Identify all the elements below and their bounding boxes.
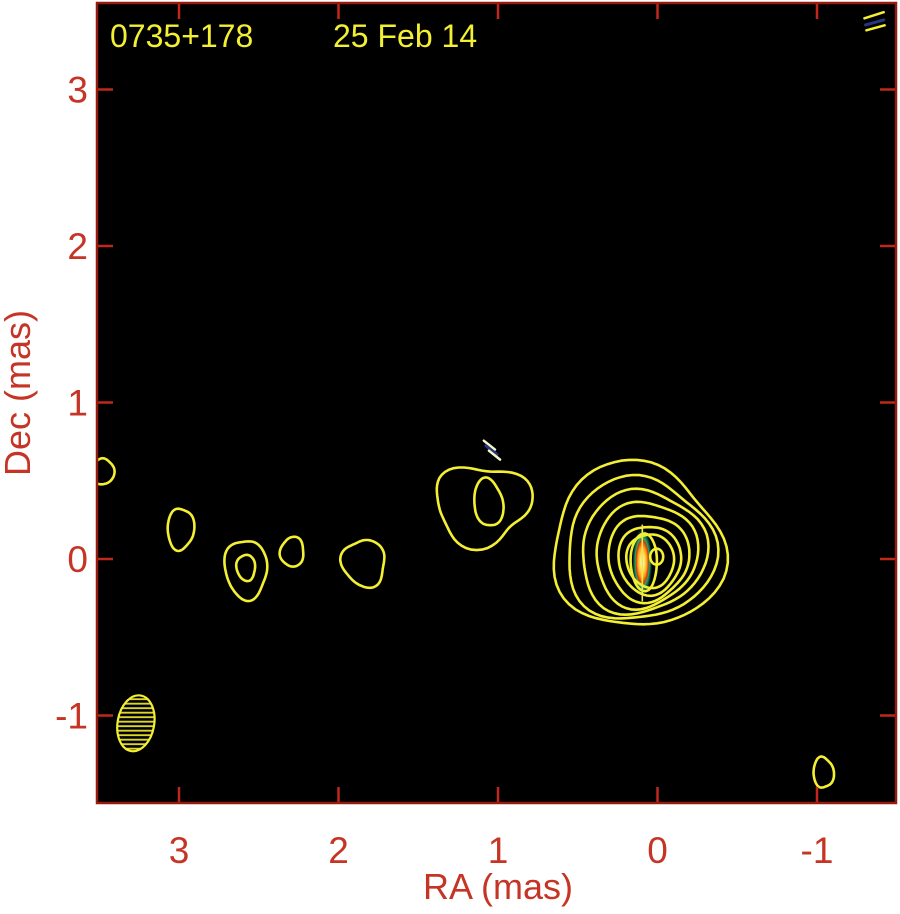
jet-comp-5-outer xyxy=(435,466,534,552)
obs-date-label: 25 Feb 14 xyxy=(333,18,477,54)
beam-layer xyxy=(116,694,156,753)
axis-ticks-layer: 3 2 1 0 -1 3 2 1 0 -1 xyxy=(55,3,896,871)
pol-dash xyxy=(484,444,499,457)
plot-frame xyxy=(95,1,898,805)
jet-comp-3 xyxy=(278,535,305,568)
x-tick-label: 3 xyxy=(169,830,190,871)
contours-layer xyxy=(97,456,836,789)
x-tick-label: 1 xyxy=(488,830,509,871)
core-ring-7 xyxy=(625,533,676,590)
core-ring-6 xyxy=(617,525,683,598)
beam-outline xyxy=(116,694,156,753)
plot-background xyxy=(97,3,896,803)
jet-comp-4 xyxy=(339,538,386,590)
source-name-label: 0735+178 xyxy=(110,18,253,54)
jet-comp-edge xyxy=(97,456,116,486)
core-ring-2 xyxy=(568,473,720,620)
y-axis-label: Dec (mas) xyxy=(0,310,38,476)
sw-comp xyxy=(812,755,836,789)
x-tick-label: -1 xyxy=(801,830,834,871)
pol-dash-layer xyxy=(482,10,886,461)
jet-comp-5-inner xyxy=(472,476,505,527)
core-inner-circle-contour xyxy=(648,547,665,567)
core-ring-5 xyxy=(607,514,691,605)
core-ring-3 xyxy=(581,487,710,617)
y-tick-label: 2 xyxy=(67,226,88,267)
jet-comp-2-outer xyxy=(223,540,269,603)
pol-dash xyxy=(482,439,497,451)
core-ring-4 xyxy=(595,500,700,612)
x-tick-label: 2 xyxy=(328,830,349,871)
core-ring-8 xyxy=(629,532,659,593)
pol-dash xyxy=(864,18,886,27)
y-tick-label: -1 xyxy=(55,696,88,737)
core-ring-1 xyxy=(552,458,730,626)
pol-dash xyxy=(863,10,885,20)
y-tick-label: 1 xyxy=(67,383,88,424)
jet-comp-2-inner xyxy=(234,553,257,583)
x-axis-label: RA (mas) xyxy=(423,866,573,907)
pol-dash xyxy=(487,449,502,461)
y-tick-label: 3 xyxy=(67,70,88,111)
jet-comp-1 xyxy=(166,507,196,553)
x-tick-label: 0 xyxy=(647,830,668,871)
pol-dash xyxy=(865,24,886,32)
y-tick-label: 0 xyxy=(67,539,88,580)
